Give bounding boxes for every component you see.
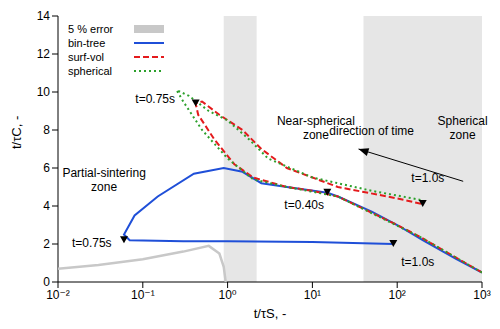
svg-text:10⁰: 10⁰ bbox=[219, 288, 237, 302]
svg-text:6: 6 bbox=[43, 161, 50, 175]
svg-text:10³: 10³ bbox=[473, 288, 490, 302]
svg-text:8: 8 bbox=[43, 123, 50, 137]
svg-text:t=0.75s: t=0.75s bbox=[135, 92, 175, 106]
svg-text:10: 10 bbox=[37, 85, 51, 99]
html-text:bin-tree: bin-tree bbox=[68, 37, 106, 49]
svg-text:t=0.40s: t=0.40s bbox=[284, 198, 324, 212]
html-text:surf-vol: surf-vol bbox=[68, 51, 105, 63]
svg-text:t=0.75s: t=0.75s bbox=[72, 236, 112, 250]
html-text:Near-spherical: Near-spherical bbox=[276, 114, 355, 129]
svg-text:2: 2 bbox=[43, 237, 50, 251]
svg-text:10⁻²: 10⁻² bbox=[46, 288, 70, 302]
svg-text:Sphericalzone: Sphericalzone bbox=[438, 115, 488, 143]
html-text:zone: zone bbox=[302, 128, 329, 143]
svg-text:0: 0 bbox=[43, 275, 50, 289]
html-text:spherical: spherical bbox=[68, 65, 112, 77]
svg-text:direction of time: direction of time bbox=[329, 124, 414, 138]
svg-text:10¹: 10¹ bbox=[304, 288, 321, 302]
svg-text:4: 4 bbox=[43, 199, 50, 213]
svg-text:14: 14 bbox=[37, 9, 51, 23]
svg-text:t/τC, -: t/τC, - bbox=[9, 116, 24, 149]
html-text:5 % error: 5 % error bbox=[68, 23, 114, 35]
svg-text:t=1.0s: t=1.0s bbox=[401, 255, 434, 269]
svg-text:t/τS, -: t/τS, - bbox=[254, 306, 287, 321]
svg-text:10²: 10² bbox=[389, 288, 406, 302]
svg-text:12: 12 bbox=[37, 47, 51, 61]
svg-text:t=1.0s: t=1.0s bbox=[411, 172, 444, 186]
svg-text:10⁻¹: 10⁻¹ bbox=[131, 288, 155, 302]
svg-text:Partial-sinteringzone: Partial-sinteringzone bbox=[62, 166, 145, 194]
